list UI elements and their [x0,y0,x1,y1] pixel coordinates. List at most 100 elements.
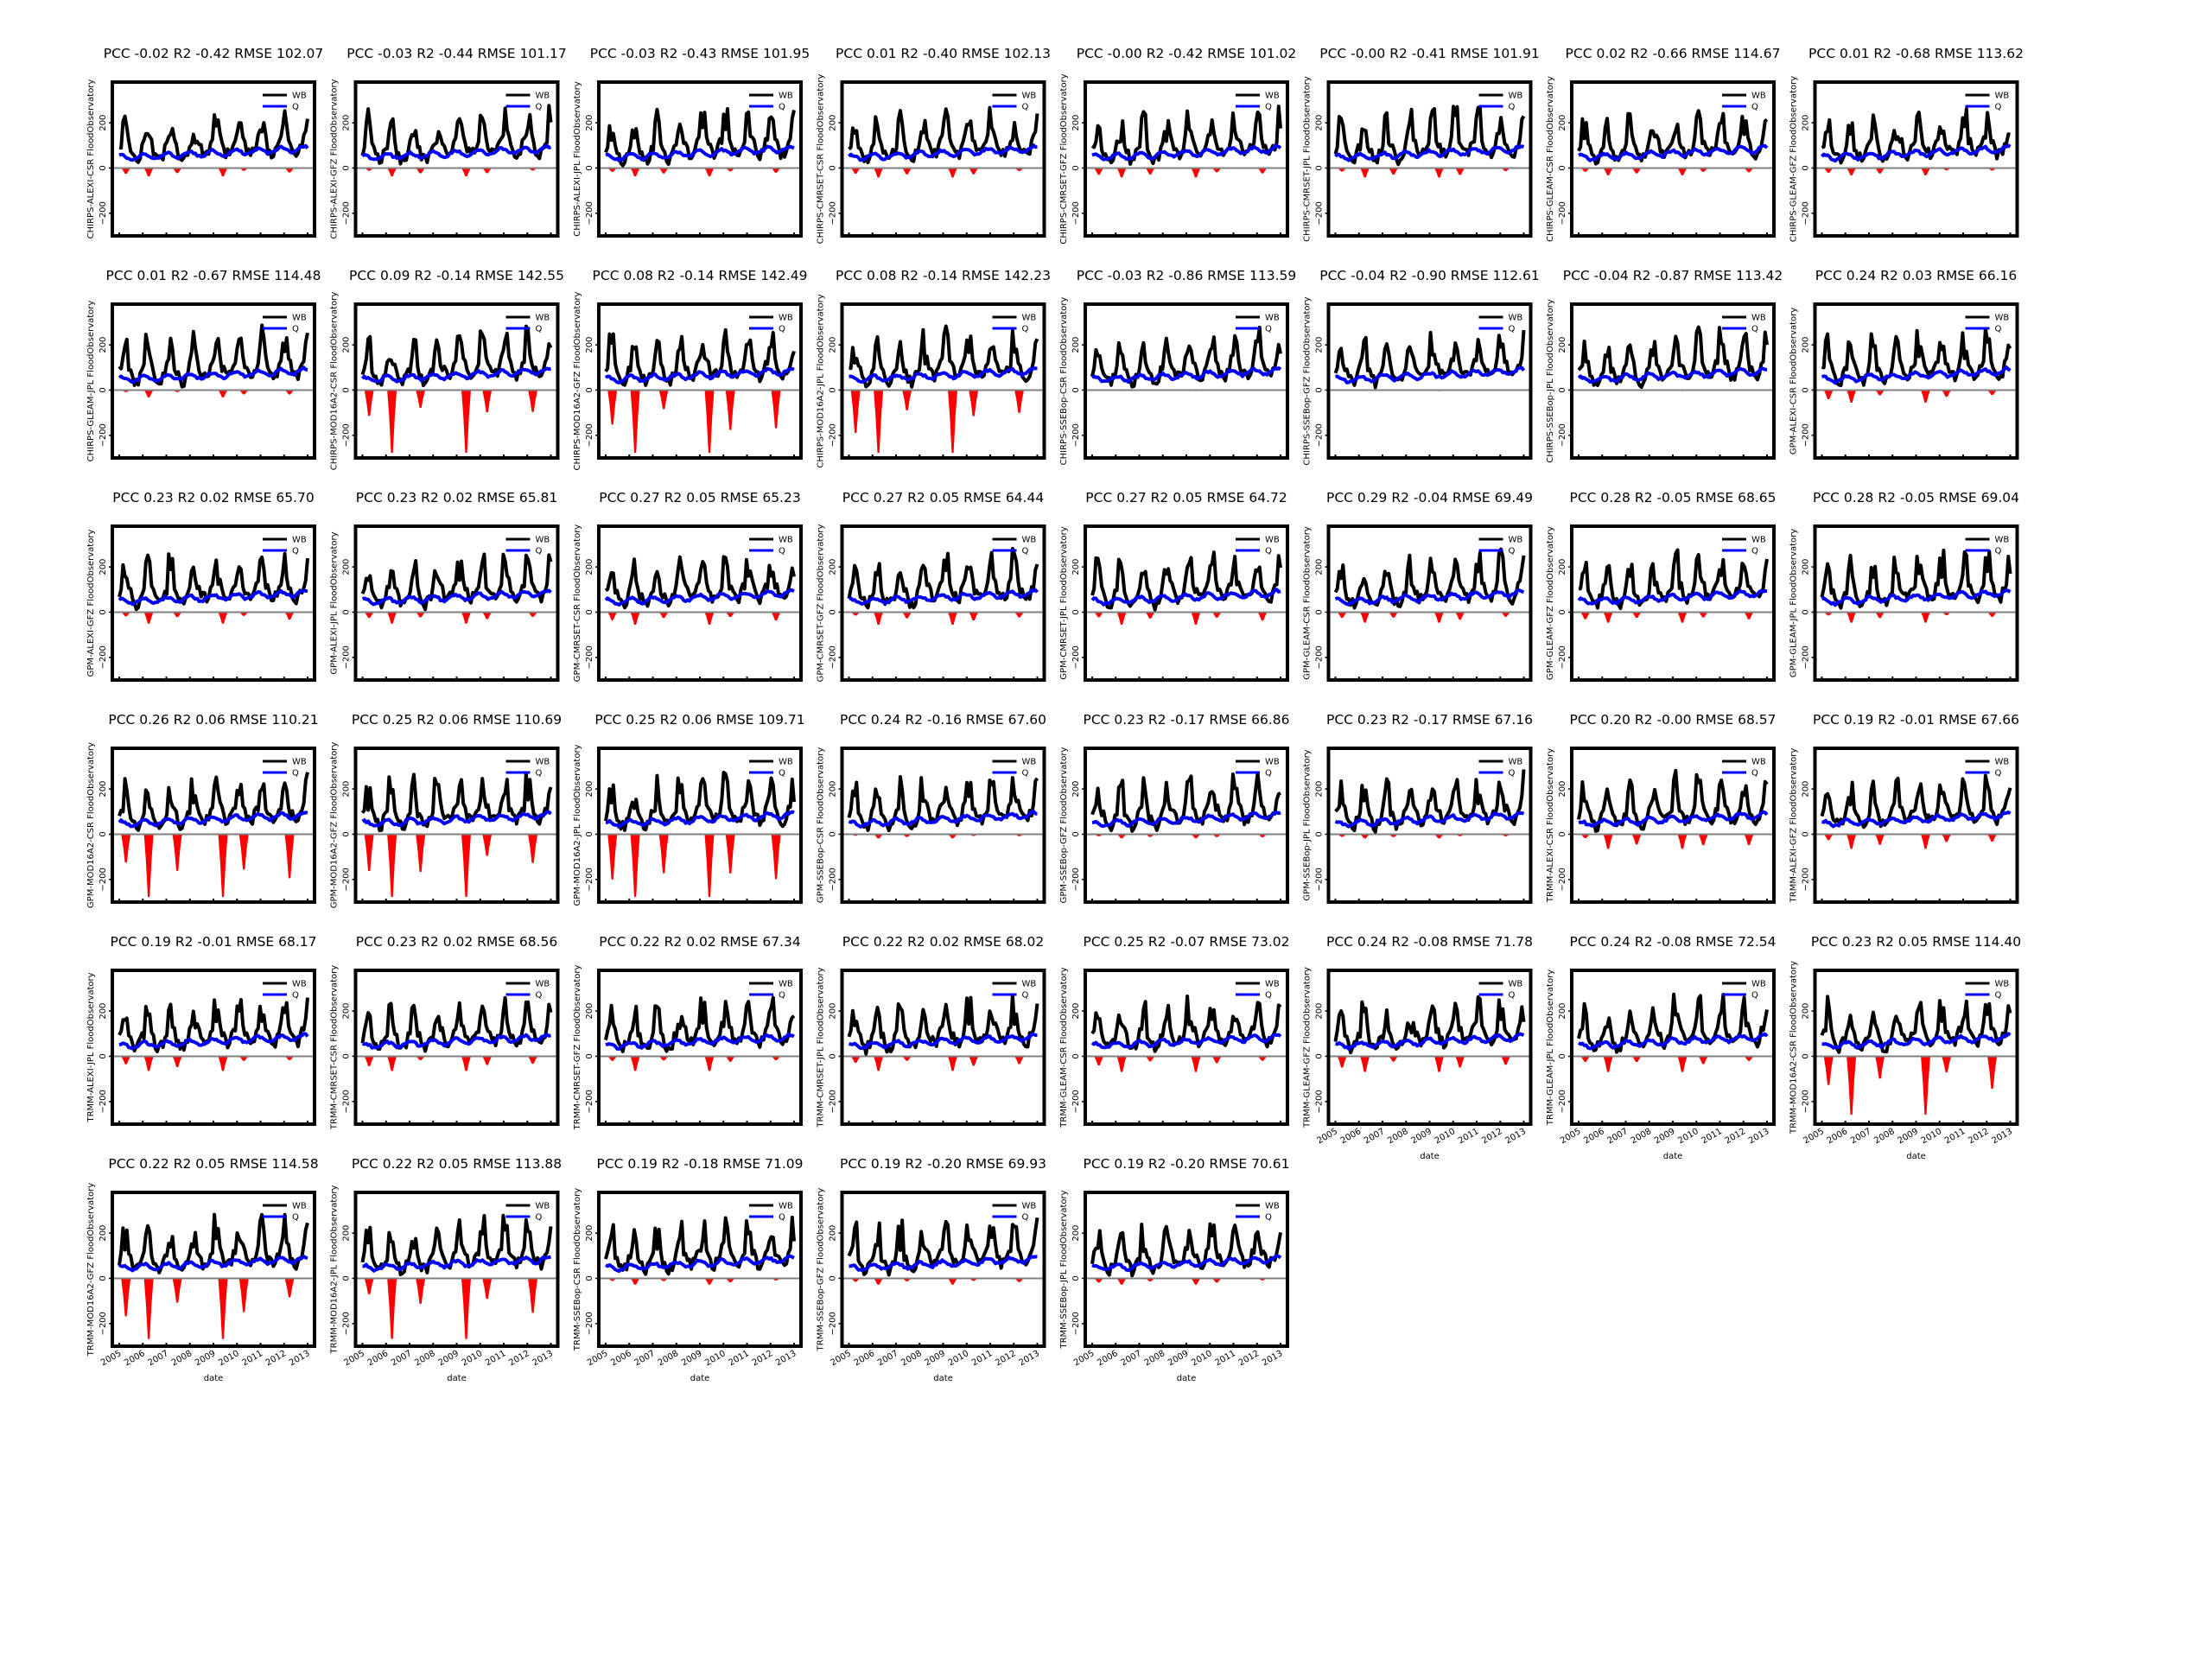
legend-label: WB [536,314,550,323]
y-axis-label: CHIRPS-SSEBop-CSR FloodObservatory [1059,297,1069,466]
x-tick-label: 2006 [1096,1349,1120,1368]
series-line-q [118,810,308,829]
series-line-wb [1333,105,1526,167]
legend-label: WB [536,980,550,989]
y-axis-label: GPM-CMRSET-JPL FloodObservatory [1059,526,1069,679]
legend-label: WB [1265,1202,1280,1211]
legend-label: WB [1265,92,1280,101]
y-tick-label: 200 [1315,337,1325,353]
legend-label: Q [536,325,543,334]
series-line-wb [604,555,796,610]
y-axis-label: CHIRPS-MOD16A2-CSR FloodObservatory [330,292,340,471]
negative-fill-area [1335,168,1524,178]
y-tick-label: 0 [585,387,594,392]
legend-label: Q [292,991,299,1001]
y-tick-label: −200 [342,1312,352,1335]
x-tick-label: 2009 [1653,1127,1677,1146]
y-tick-label: −200 [1071,423,1081,447]
chart-panel: PCC 0.22 R2 0.02 RMSE 67.34 TRMM-CMRSET-G… [573,934,803,1131]
x-tick-label: 2009 [923,1349,947,1368]
series-line-q [605,1254,795,1274]
chart-panel: PCC 0.25 R2 0.06 RMSE 109.71 GPM-MOD16A2-… [573,712,805,906]
legend-label: Q [1265,991,1272,1001]
y-tick-label: −200 [99,201,108,225]
series-line-wb [118,997,309,1053]
legend-label: WB [292,980,307,989]
legend-label: WB [779,980,793,989]
chart-panel: PCC 0.20 R2 -0.00 RMSE 68.57 TRMM-ALEXI-C… [1546,712,1777,904]
panel-title: PCC 0.23 R2 0.02 RMSE 65.81 [356,490,557,505]
y-tick-label: −200 [1071,645,1081,669]
y-tick-label: 200 [1558,1003,1567,1020]
chart-panel: PCC 0.02 R2 -0.66 RMSE 114.67 CHIRPS-GLEA… [1546,46,1780,242]
legend-label: Q [536,769,543,779]
y-tick-label: −200 [829,1312,838,1335]
legend-label: Q [1265,325,1272,334]
y-tick-label: −200 [1071,201,1081,225]
chart-panel: PCC 0.27 R2 0.05 RMSE 64.44 GPM-CMRSET-GF… [817,490,1046,682]
series-line-q [118,1032,309,1051]
y-tick-label: 0 [585,831,594,836]
y-axis-label: CHIRPS-MOD16A2-GFZ FloodObservatory [573,291,582,470]
chart-panel: PCC 0.27 R2 0.05 RMSE 65.23 GPM-CMRSET-CS… [573,490,803,682]
panel-title: PCC 0.01 R2 -0.40 RMSE 102.13 [836,46,1051,61]
legend-label: WB [292,758,307,767]
y-tick-label: −200 [99,1090,108,1113]
x-tick-label: 2009 [1166,1349,1191,1368]
y-tick-label: 0 [585,165,594,170]
y-tick-label: 0 [1558,609,1567,614]
y-axis-label: CHIRPS-MOD16A2-JPL FloodObservatory [817,294,826,467]
y-tick-label: 200 [1802,1003,1811,1020]
y-tick-label: −200 [1315,1090,1325,1113]
legend-label: WB [292,314,307,323]
x-axis-label: date [690,1374,710,1383]
x-tick-label: 2005 [1802,1127,1826,1146]
panel-title: PCC -0.00 R2 -0.42 RMSE 101.02 [1077,46,1296,61]
panel-title: PCC 0.09 R2 -0.14 RMSE 142.55 [349,268,564,283]
y-tick-label: 200 [99,781,108,798]
panel-title: PCC 0.02 R2 -0.66 RMSE 114.67 [1566,46,1781,61]
chart-panel: PCC 0.19 R2 -0.20 RMSE 69.93 TRMM-SSEBop-… [817,1156,1047,1383]
x-tick-label: 2005 [342,1349,366,1368]
y-tick-label: −200 [1315,201,1325,225]
x-tick-label: 2006 [366,1349,391,1368]
panel-title: PCC 0.24 R2 -0.16 RMSE 67.60 [840,712,1046,728]
x-tick-label: 2008 [1386,1127,1410,1146]
x-tick-label: 2008 [1630,1127,1654,1146]
x-axis-label: date [933,1374,953,1383]
x-tick-label: 2008 [899,1349,924,1368]
negative-fill-area [606,1278,794,1285]
panel-title: PCC 0.29 R2 -0.04 RMSE 69.49 [1326,490,1533,505]
series-line-q [1334,144,1525,162]
y-tick-label: 0 [99,831,108,836]
series-line-q [1821,588,2012,607]
negative-fill-area [119,612,308,624]
legend-label: Q [1022,991,1029,1001]
negative-fill-area [849,612,1038,625]
y-tick-label: −200 [1558,201,1567,225]
y-tick-label: −200 [1071,1090,1081,1113]
y-tick-label: −200 [342,645,352,669]
panel-title: PCC 0.22 R2 0.02 RMSE 67.34 [599,934,800,950]
y-tick-label: 200 [829,559,838,575]
x-tick-label: 2006 [1339,1127,1363,1146]
panel-title: PCC 0.01 R2 -0.68 RMSE 113.62 [1808,46,2024,61]
legend-label: Q [1022,547,1029,556]
x-tick-label: 2010 [1676,1127,1700,1146]
legend-label: Q [1995,991,2002,1001]
x-tick-label: 2007 [1119,1349,1143,1368]
x-axis-label: date [204,1374,224,1383]
series-line-q [1091,810,1281,829]
series-line-wb [118,323,309,389]
legend-label: WB [779,536,793,545]
y-tick-label: 0 [585,1275,594,1281]
chart-panel: PCC 0.24 R2 0.03 RMSE 66.16 GPM-ALEXI-CSR… [1789,268,2019,460]
negative-fill-area [1092,1278,1281,1285]
series-line-q [118,365,308,385]
y-axis-label: TRMM-SSEBop-GFZ FloodObservatory [817,1188,826,1352]
y-axis-label: TRMM-CMRSET-GFZ FloodObservatory [573,965,582,1131]
legend-label: Q [1265,769,1272,779]
series-line-wb [847,546,1039,610]
x-tick-label: 2011 [1700,1127,1724,1146]
panel-title: PCC 0.22 R2 0.05 RMSE 114.58 [108,1156,318,1172]
